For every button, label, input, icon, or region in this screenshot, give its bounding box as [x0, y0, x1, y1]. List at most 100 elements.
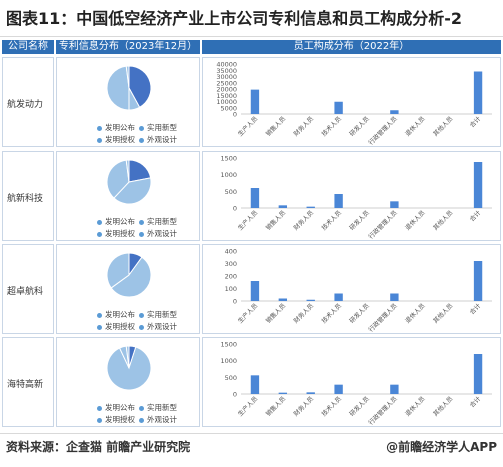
legend-item: 实用新型 [139, 309, 177, 320]
patent-pie-chart [106, 159, 152, 205]
legend-item: 发明授权 [97, 134, 135, 145]
x-tick-label: 生产人员 [236, 209, 259, 232]
legend-item: 实用新型 [139, 122, 177, 133]
footer-divider [0, 433, 503, 434]
company-cell: 超卓航科 [2, 244, 54, 334]
bar [390, 293, 399, 301]
y-tick-label: 300 [225, 260, 237, 268]
x-tick-label: 退休人员 [404, 302, 427, 325]
company-name: 航发动力 [7, 100, 44, 110]
bar [334, 293, 343, 301]
legend-label: 发明公布 [105, 123, 135, 132]
legend-label: 发明授权 [105, 322, 135, 331]
bar [278, 392, 288, 394]
staff-cell: 0 500 1000 1500 生产人员 销售人员 财务人员 技术人员 研发人员 行政管理人员 退休… [202, 151, 501, 241]
pie-slice-4 [125, 65, 130, 89]
y-tick-label: 10000 [216, 98, 237, 106]
legend-item: 发明授权 [97, 321, 135, 332]
bar [250, 89, 260, 114]
y-tick-label: 1000 [220, 357, 237, 365]
brand-text: @前瞻经济学人APP [386, 440, 497, 454]
y-tick-label: 0 [233, 391, 237, 399]
pie-slice-1 [128, 65, 152, 108]
header-company: 公司名称 [2, 40, 54, 54]
y-tick-label: 500 [225, 374, 237, 382]
legend-item: 外观设计 [139, 414, 177, 425]
legend-item: 发明公布 [97, 402, 135, 413]
bar [334, 384, 343, 394]
legend-dot-icon [139, 219, 144, 225]
patent-pie-chart [106, 252, 152, 298]
x-tick-label: 生产人员 [236, 302, 259, 325]
pie-slice-4 [125, 345, 130, 369]
y-tick-label: 1500 [220, 341, 237, 349]
legend-label: 发明授权 [105, 415, 135, 424]
legend-dot-icon [139, 417, 144, 423]
company-cell: 海特高新 [2, 337, 54, 427]
title-divider [0, 36, 503, 37]
x-tick-label: 退休人员 [404, 395, 427, 418]
legend-label: 实用新型 [147, 217, 177, 226]
bar [473, 354, 483, 394]
bar [390, 201, 399, 208]
legend-label: 发明授权 [105, 135, 135, 144]
header-patent: 专利信息分布（2023年12月） [56, 40, 200, 54]
legend-dot-icon [139, 324, 144, 330]
y-tick-label: 400 [225, 248, 237, 256]
x-tick-label: 合计 [468, 302, 482, 316]
legend-item: 发明授权 [97, 414, 135, 425]
x-tick-label: 销售人员 [264, 302, 287, 325]
legend-item: 发明公布 [97, 309, 135, 320]
patent-pie-chart [106, 65, 152, 111]
y-tick-label: 5000 [220, 104, 237, 112]
legend-item: 发明公布 [97, 122, 135, 133]
legend-label: 外观设计 [147, 415, 177, 424]
x-tick-label: 财务人员 [292, 115, 315, 138]
y-tick-label: 0 [233, 205, 237, 213]
bar [250, 281, 260, 301]
x-tick-label: 行政管理人员 [367, 302, 399, 333]
y-tick-label: 20000 [216, 86, 237, 94]
legend-dot-icon [139, 125, 144, 131]
bar [334, 101, 343, 114]
pie-slice-2 [113, 177, 152, 205]
x-tick-label: 研发人员 [348, 209, 371, 232]
staff-cell: 0 500 1000 1500 生产人员 销售人员 财务人员 技术人员 研发人员 行政管理人员 退休… [202, 337, 501, 427]
header-staff: 员工构成分布（2022年） [202, 40, 501, 54]
legend-label: 外观设计 [147, 322, 177, 331]
legend-dot-icon [139, 137, 144, 143]
legend-item: 外观设计 [139, 321, 177, 332]
bar [306, 206, 315, 208]
y-tick-label: 100 [225, 285, 237, 293]
legend-label: 发明公布 [105, 217, 135, 226]
x-tick-label: 合计 [468, 209, 482, 223]
legend-dot-icon [97, 417, 102, 423]
company-row: 航发动力 发明公布 实用新型 发明授权 外观设计 0 5000 10000 15000 20000… [0, 57, 503, 147]
y-tick-label: 35000 [216, 67, 237, 75]
legend-label: 实用新型 [147, 403, 177, 412]
legend-dot-icon [139, 231, 144, 237]
pie-slice-4 [125, 159, 130, 183]
legend-label: 外观设计 [147, 229, 177, 238]
x-tick-label: 销售人员 [264, 115, 287, 138]
patent-cell: 发明公布 实用新型发明授权 外观设计 [56, 244, 200, 334]
legend-item: 发明授权 [97, 228, 135, 239]
x-tick-label: 合计 [468, 395, 482, 409]
legend-dot-icon [97, 231, 102, 237]
staff-cell: 0 5000 10000 15000 20000 25000 30000 35000 40000… [202, 57, 501, 147]
company-row: 超卓航科 发明公布 实用新型 发明授权 外观设计 0 100 200 300 400 生产人员 销售人… [0, 244, 503, 334]
bar [473, 162, 483, 208]
legend-label: 实用新型 [147, 310, 177, 319]
legend-dot-icon [139, 312, 144, 318]
bar [250, 375, 260, 394]
bar [278, 298, 288, 301]
legend-dot-icon [97, 324, 102, 330]
bar [334, 194, 343, 208]
x-tick-label: 其他人员 [431, 395, 454, 418]
bar [390, 384, 399, 394]
footer: 资料来源：企查猫 前瞻产业研究院 @前瞻经济学人APP [0, 435, 503, 459]
x-tick-label: 其他人员 [431, 302, 454, 325]
pie-slice-3 [106, 65, 130, 111]
x-tick-label: 合计 [468, 115, 482, 129]
